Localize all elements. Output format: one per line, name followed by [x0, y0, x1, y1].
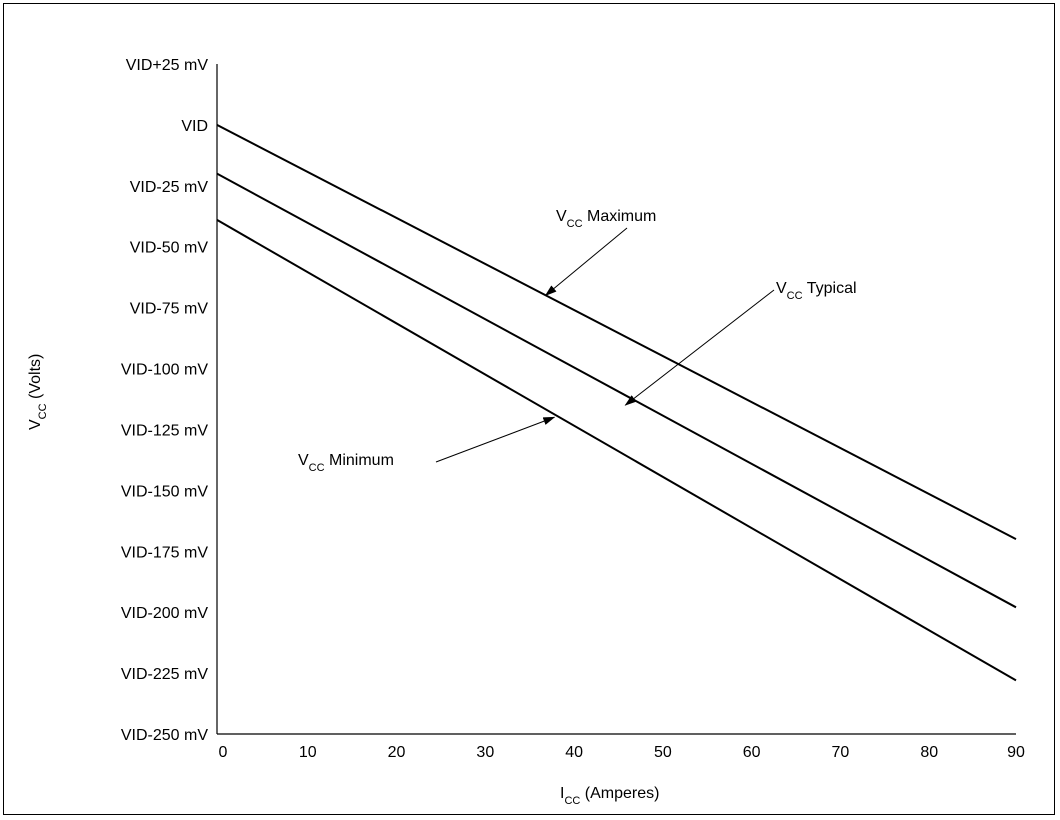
svg-text:VCC (Volts): VCC (Volts)	[27, 354, 49, 430]
y-tick-labels: VID+25 mV VID VID-25 mV VID-50 mV VID-75 mV V…	[121, 57, 208, 744]
y-tick-label: VID-225 mV	[121, 666, 208, 683]
annotation-vcc-maximum-sub: CC	[567, 218, 583, 230]
x-axis-title-sub: CC	[564, 795, 580, 807]
annotation-vcc-minimum: VCC Minimum	[298, 416, 556, 474]
series-line-typ	[216, 172, 1017, 609]
x-tick-label: 50	[654, 744, 672, 761]
axes	[216, 64, 1016, 735]
x-axis-title: ICC (Amperes)	[560, 785, 659, 807]
x-tick-label: 80	[920, 744, 938, 761]
y-tick-label: VID-175 mV	[121, 544, 208, 561]
annotation-vcc-typical-v: V	[776, 280, 787, 297]
x-tick-label: 90	[1007, 744, 1025, 761]
annotations: VCC Maximum VCC Typical VCC Minimum	[298, 208, 857, 474]
annotation-vcc-minimum-v: V	[298, 452, 309, 469]
annotation-vcc-minimum-sub: CC	[309, 462, 325, 474]
y-tick-label: VID+25 mV	[126, 57, 209, 74]
annotation-vcc-minimum-text: Minimum	[325, 452, 394, 469]
y-tick-label: VID	[181, 118, 208, 135]
y-tick-label: VID-250 mV	[121, 727, 208, 744]
chart-frame	[3, 3, 1055, 815]
annotation-vcc-typical-arrow	[624, 289, 775, 406]
y-axis-title-v: V	[27, 419, 44, 430]
annotation-vcc-maximum: VCC Maximum	[544, 208, 656, 297]
x-axis-title-i: I	[560, 785, 564, 802]
series-line-max	[216, 124, 1017, 540]
annotation-vcc-maximum-v: V	[556, 208, 567, 225]
y-tick-label: VID-50 mV	[130, 240, 209, 257]
y-tick-label: VID-25 mV	[130, 179, 209, 196]
annotation-vcc-typical-text: Typical	[803, 280, 857, 297]
y-tick-label: VID-100 mV	[121, 362, 208, 379]
x-tick-label: 10	[299, 744, 317, 761]
annotation-vcc-typical: VCC Typical	[624, 280, 857, 406]
svg-text:VCC Minimum: VCC Minimum	[298, 452, 394, 474]
x-tick-label: 30	[476, 744, 494, 761]
svg-text:VCC Maximum: VCC Maximum	[556, 208, 656, 230]
y-axis-title-rest: (Volts)	[27, 354, 44, 404]
x-tick-label: 70	[832, 744, 850, 761]
annotation-vcc-minimum-arrow	[435, 416, 556, 463]
series-line-min	[216, 219, 1017, 682]
x-tick-label: 20	[388, 744, 406, 761]
annotation-vcc-maximum-arrow	[544, 227, 628, 297]
svg-text:VCC Typical: VCC Typical	[776, 280, 857, 302]
annotation-vcc-typical-sub: CC	[787, 290, 803, 302]
y-tick-label: VID-75 mV	[130, 301, 209, 318]
y-axis-title-sub: CC	[37, 403, 49, 419]
svg-text:ICC (Amperes): ICC (Amperes)	[560, 785, 659, 807]
annotation-vcc-maximum-text: Maximum	[583, 208, 657, 225]
y-tick-label: VID-150 mV	[121, 483, 208, 500]
x-tick-label: 40	[565, 744, 583, 761]
x-tick-label: 0	[219, 744, 228, 761]
x-tick-labels: 0 10 20 30 40 50 60 70 80 90	[219, 744, 1025, 761]
y-tick-label: VID-125 mV	[121, 422, 208, 439]
series-lines	[216, 124, 1017, 682]
x-axis-title-rest: (Amperes)	[580, 785, 659, 802]
x-tick-label: 60	[743, 744, 761, 761]
y-tick-label: VID-200 mV	[121, 605, 208, 622]
y-axis-title: VCC (Volts)	[27, 354, 49, 430]
